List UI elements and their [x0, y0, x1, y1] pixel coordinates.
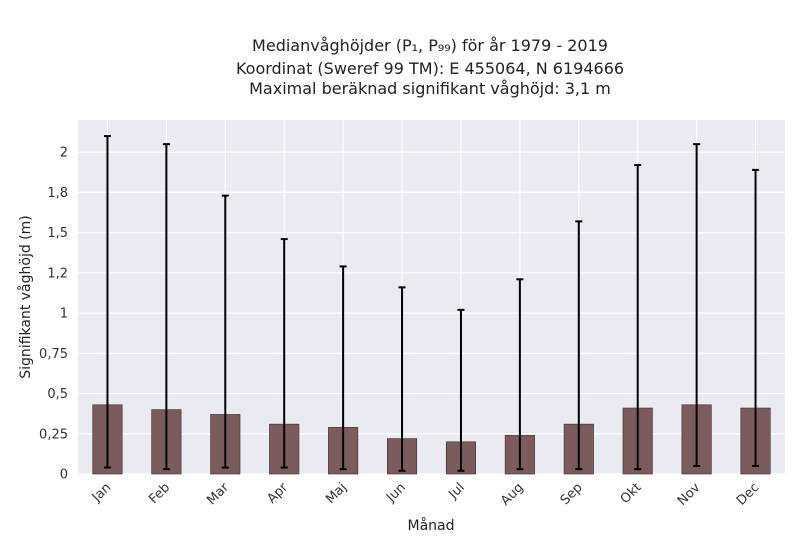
y-ticks: 0 0,25 0,5 0,75 1 1,2 1,5 1,8 2 [39, 146, 68, 483]
x-tick-label: Jan [89, 480, 114, 505]
y-axis-label: Signifikant våghöjd (m) [17, 215, 34, 378]
x-tick-label: Okt [618, 480, 645, 507]
x-tick-label: Maj [323, 480, 350, 507]
y-tick-label: 0 [60, 468, 68, 483]
y-tick-label: 1,5 [47, 226, 68, 241]
x-tick-label: Apr [265, 480, 292, 507]
y-tick-label: 2 [60, 146, 68, 161]
x-ticks: Jan Feb Mar Apr Maj Jun Jul Aug Sep Okt Nov Dec [89, 480, 763, 509]
x-axis-label: Månad [408, 517, 455, 534]
chart-title-line-1: Medianvåghöjder (P₁, P₉₉) för år 1979 - … [252, 36, 608, 55]
plot-area [78, 120, 785, 474]
y-tick-label: 1 [60, 307, 68, 322]
x-tick-label: Dec [734, 480, 762, 508]
chart-title-line-3: Maximal beräknad signifikant våghöjd: 3,… [249, 79, 611, 98]
y-tick-label: 0,5 [47, 387, 68, 402]
x-tick-label: Feb [146, 480, 173, 507]
x-tick-label: Mar [204, 480, 232, 508]
x-tick-label: Nov [675, 480, 704, 509]
x-tick-label: Aug [498, 480, 527, 509]
x-tick-label: Jul [445, 480, 467, 502]
y-tick-label: 0,75 [39, 347, 68, 362]
y-tick-label: 1,8 [47, 186, 68, 201]
error-bars [103, 135, 760, 472]
x-tick-label: Jun [383, 480, 409, 506]
y-tick-label: 1,2 [47, 266, 68, 281]
chart-title-line-2: Koordinat (Sweref 99 TM): E 455064, N 61… [236, 59, 624, 78]
y-tick-label: 0,25 [39, 427, 68, 442]
x-tick-label: Sep [558, 480, 586, 508]
